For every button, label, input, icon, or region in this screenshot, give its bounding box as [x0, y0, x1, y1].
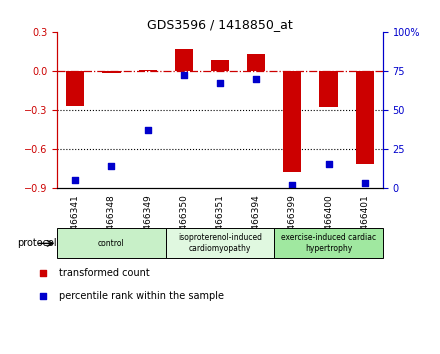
Title: GDS3596 / 1418850_at: GDS3596 / 1418850_at: [147, 18, 293, 31]
Point: [180, 73, 187, 78]
Text: exercise-induced cardiac
hypertrophy: exercise-induced cardiac hypertrophy: [281, 233, 376, 253]
Point: [144, 127, 151, 133]
Text: control: control: [98, 239, 125, 248]
Point: [40, 270, 47, 275]
Text: isoproterenol-induced
cardiomyopathy: isoproterenol-induced cardiomyopathy: [178, 233, 262, 253]
Point: [289, 182, 296, 187]
Bar: [166, 228, 274, 258]
Point: [361, 180, 368, 186]
Bar: [211, 61, 229, 71]
Text: transformed count: transformed count: [59, 268, 150, 278]
Bar: [283, 71, 301, 172]
Bar: [356, 71, 374, 164]
Point: [216, 80, 224, 86]
Bar: [103, 71, 121, 73]
Bar: [57, 228, 166, 258]
Point: [108, 163, 115, 169]
Point: [40, 293, 47, 299]
Text: percentile rank within the sample: percentile rank within the sample: [59, 291, 224, 301]
Bar: [247, 54, 265, 71]
Bar: [66, 71, 84, 106]
Point: [72, 177, 79, 183]
Bar: [175, 49, 193, 71]
Point: [253, 76, 260, 81]
Bar: [319, 71, 337, 107]
Bar: [274, 228, 383, 258]
Text: protocol: protocol: [18, 238, 57, 249]
Point: [325, 161, 332, 167]
Bar: [139, 69, 157, 71]
